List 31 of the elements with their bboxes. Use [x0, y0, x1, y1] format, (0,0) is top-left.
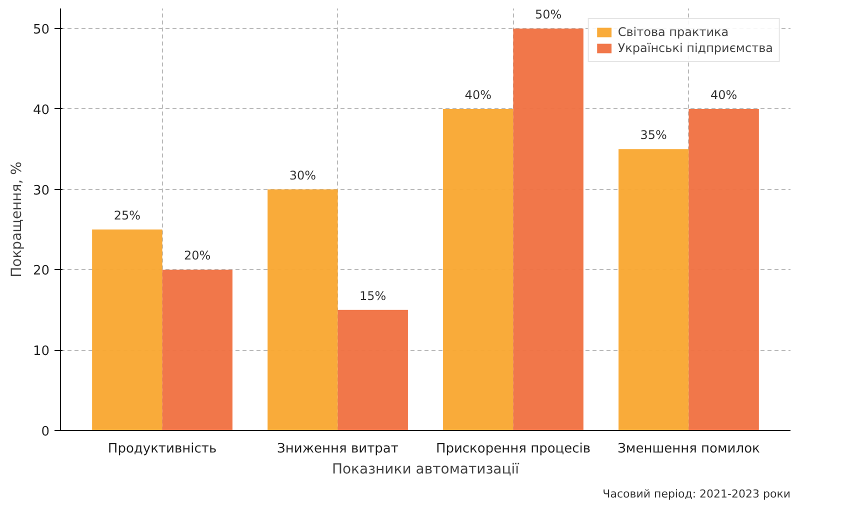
- data-label: 20%: [184, 248, 211, 263]
- y-tick-label: 10: [32, 344, 50, 360]
- text: Часовий період: 2021-2023 роки: [602, 488, 791, 500]
- y-tick-label: 0: [41, 424, 50, 440]
- data-label: 40%: [710, 88, 738, 102]
- data-label: 35%: [640, 128, 667, 142]
- x-tick-label: Зниження витрат: [277, 442, 399, 456]
- data-label: 25%: [114, 208, 141, 223]
- bar: [268, 189, 338, 430]
- legend-label: Українські підприємства: [618, 41, 773, 55]
- bar: [162, 270, 232, 430]
- x-tick-label: Зменшення помилок: [618, 442, 760, 456]
- bar: [688, 108, 759, 430]
- bar: [338, 310, 408, 430]
- y-tick-label: 50: [32, 22, 50, 38]
- bar: [513, 28, 584, 430]
- data-label: 40%: [464, 88, 492, 102]
- bar: [443, 108, 514, 430]
- x-tick-label: Продуктивність: [108, 442, 217, 456]
- y-tick-label: 40: [32, 102, 50, 118]
- x-axis-title: Показники автоматизації: [332, 462, 520, 478]
- bar: [618, 149, 689, 430]
- legend-label: Світова практика: [618, 25, 729, 39]
- x-tick-label: Прискорення процесів: [436, 442, 591, 456]
- y-axis-title: Покращення, %: [8, 162, 25, 278]
- y-tick-label: 20: [32, 264, 50, 279]
- bar: [92, 230, 162, 430]
- y-tick-label: 30: [32, 183, 50, 198]
- data-label: 50%: [535, 8, 562, 22]
- data-label: 15%: [360, 288, 386, 303]
- data-label: 30%: [289, 168, 316, 182]
